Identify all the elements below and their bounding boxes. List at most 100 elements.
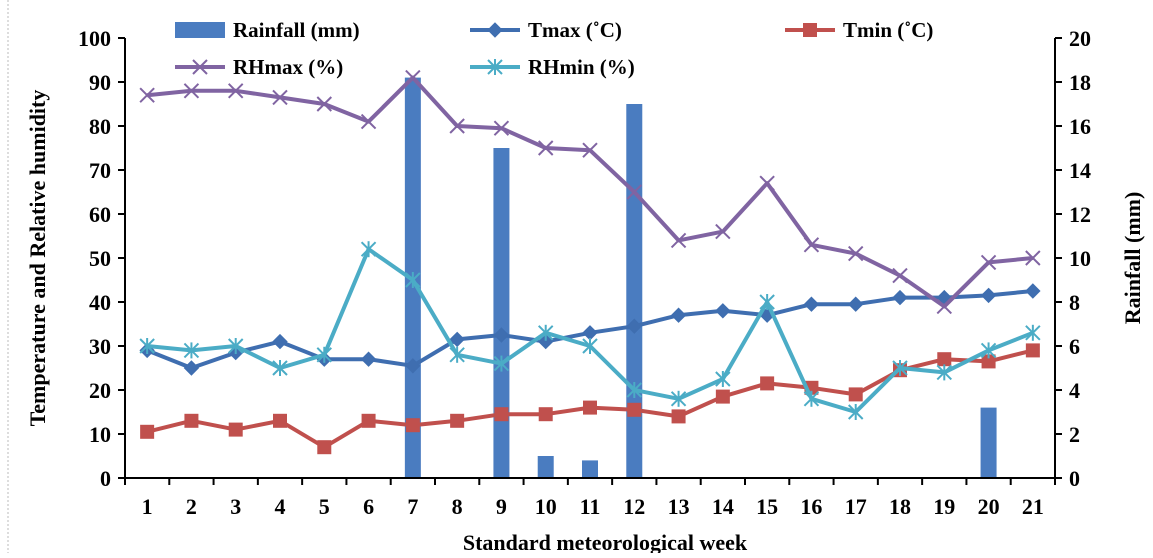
data-point-marker bbox=[936, 298, 952, 315]
data-point-marker bbox=[626, 318, 642, 334]
x-tick-label: 19 bbox=[933, 494, 955, 519]
data-point-marker bbox=[538, 324, 554, 341]
rainfall-bar bbox=[980, 407, 997, 478]
y-right-tick-label: 10 bbox=[1069, 246, 1091, 271]
data-point-marker bbox=[715, 303, 731, 319]
data-point-marker bbox=[715, 223, 731, 240]
x-tick-label: 1 bbox=[142, 494, 153, 519]
data-point-marker bbox=[405, 418, 420, 433]
data-point-marker bbox=[450, 413, 465, 428]
y-left-tick-label: 0 bbox=[100, 466, 111, 491]
data-point-marker bbox=[228, 422, 243, 437]
x-tick-label: 5 bbox=[319, 494, 330, 519]
data-point-marker bbox=[272, 89, 288, 106]
data-point-marker bbox=[670, 232, 687, 249]
x-tick-label: 8 bbox=[452, 494, 463, 519]
data-point-marker bbox=[494, 407, 509, 422]
legend-label: RHmax (%) bbox=[233, 55, 343, 79]
data-point-marker bbox=[715, 389, 730, 404]
data-point-marker bbox=[228, 83, 244, 99]
data-point-marker bbox=[980, 287, 997, 304]
data-point-marker bbox=[627, 402, 642, 417]
data-point-marker bbox=[803, 296, 820, 312]
x-tick-label: 11 bbox=[580, 494, 601, 519]
data-point-marker bbox=[1025, 343, 1040, 358]
lines-layer bbox=[139, 69, 1041, 455]
axes-layer: 0102030405060708090100024681012141618201… bbox=[78, 26, 1091, 519]
y-axis-left-title: Temperature and Relative humidity bbox=[25, 90, 50, 427]
data-point-marker bbox=[228, 338, 244, 354]
x-tick-label: 10 bbox=[535, 494, 557, 519]
x-tick-label: 20 bbox=[978, 494, 1000, 519]
data-point-marker bbox=[626, 382, 642, 398]
data-point-marker bbox=[405, 69, 421, 86]
y-right-tick-label: 8 bbox=[1069, 290, 1080, 315]
legend: Rainfall (mm) Tmax (˚C) Tmin (˚C) RHmax (%)… bbox=[175, 18, 933, 79]
legend-label: RHmin (%) bbox=[528, 55, 635, 79]
data-point-marker bbox=[405, 272, 421, 288]
data-point-marker bbox=[760, 376, 775, 391]
data-point-marker bbox=[139, 338, 155, 354]
y-right-tick-label: 16 bbox=[1069, 114, 1091, 139]
data-point-marker bbox=[582, 338, 598, 354]
data-point-marker bbox=[892, 360, 908, 376]
legend-label: Rainfall (mm) bbox=[233, 18, 360, 42]
rainfall-bar bbox=[493, 148, 510, 478]
y-right-tick-label: 0 bbox=[1069, 466, 1080, 491]
rainfall-bar bbox=[537, 456, 554, 478]
data-point-marker bbox=[487, 59, 503, 75]
y-left-tick-label: 10 bbox=[89, 422, 111, 447]
data-point-marker bbox=[538, 333, 554, 350]
data-point-marker bbox=[848, 404, 864, 420]
data-point-marker bbox=[493, 327, 510, 343]
data-point-marker bbox=[538, 407, 553, 422]
x-tick-label: 14 bbox=[712, 494, 734, 519]
data-point-marker bbox=[316, 96, 332, 112]
data-point-marker bbox=[139, 87, 155, 103]
x-tick-label: 6 bbox=[363, 494, 374, 519]
data-point-marker bbox=[936, 364, 952, 381]
data-point-marker bbox=[670, 390, 687, 407]
data-point-marker bbox=[183, 83, 200, 99]
y-left-tick-label: 60 bbox=[89, 202, 111, 227]
y-left-tick-label: 80 bbox=[89, 114, 111, 139]
y-axis-right-title: Rainfall (mm) bbox=[1120, 192, 1145, 325]
data-point-marker bbox=[715, 371, 731, 387]
data-point-marker bbox=[759, 294, 775, 310]
data-point-marker bbox=[981, 354, 996, 369]
data-point-marker bbox=[583, 400, 597, 415]
y-left-tick-label: 40 bbox=[89, 290, 111, 315]
data-point-marker bbox=[626, 184, 642, 200]
rainfall-bar bbox=[582, 460, 598, 478]
data-point-marker bbox=[1025, 324, 1041, 341]
data-point-marker bbox=[487, 22, 503, 38]
data-point-marker bbox=[980, 342, 997, 359]
data-point-marker bbox=[892, 267, 908, 284]
y-right-tick-label: 6 bbox=[1069, 334, 1080, 359]
data-point-marker bbox=[670, 307, 687, 323]
data-point-marker bbox=[184, 413, 199, 428]
data-point-marker bbox=[848, 245, 864, 262]
y-left-tick-label: 20 bbox=[89, 378, 111, 403]
data-point-marker bbox=[273, 413, 287, 428]
data-point-marker bbox=[937, 352, 952, 367]
y-right-tick-label: 4 bbox=[1069, 378, 1080, 403]
data-point-marker bbox=[848, 387, 863, 402]
data-point-marker bbox=[360, 351, 377, 367]
y-left-tick-label: 100 bbox=[78, 26, 111, 51]
x-axis-title: Standard meteorological week bbox=[463, 530, 748, 553]
bars-layer bbox=[404, 77, 997, 478]
y-left-tick-label: 70 bbox=[89, 158, 111, 183]
x-tick-label: 16 bbox=[800, 494, 822, 519]
legend-item: Tmax (˚C) bbox=[470, 18, 622, 42]
x-tick-label: 12 bbox=[623, 494, 645, 519]
x-tick-label: 9 bbox=[496, 494, 507, 519]
x-tick-label: 18 bbox=[889, 494, 911, 519]
legend-item: RHmin (%) bbox=[470, 55, 635, 79]
data-point-marker bbox=[493, 355, 510, 372]
data-point-marker bbox=[360, 113, 377, 130]
x-tick-label: 17 bbox=[845, 494, 867, 519]
data-point-marker bbox=[449, 346, 465, 363]
data-point-marker bbox=[449, 331, 465, 348]
